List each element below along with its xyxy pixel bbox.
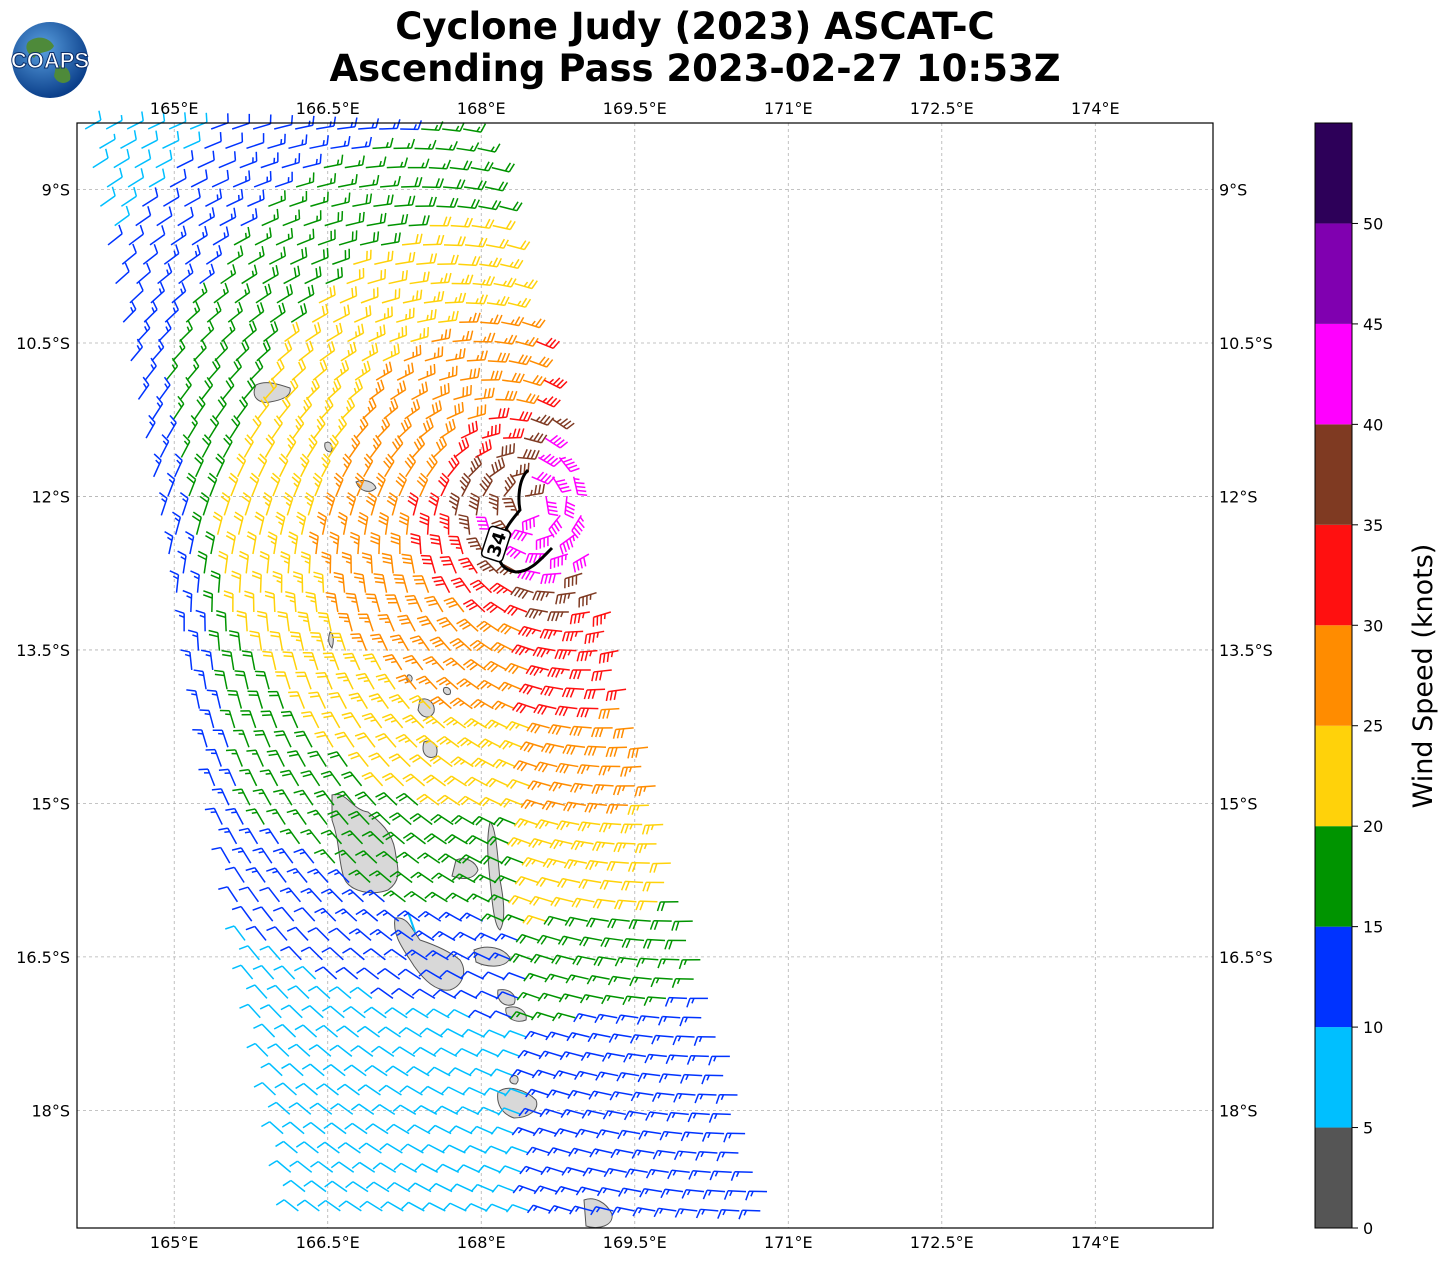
lon-tick-label-top: 166.5°E (296, 99, 360, 118)
lat-tick-label-left: 18°S (31, 1101, 70, 1120)
lon-tick-label-top: 171°E (764, 99, 813, 118)
lat-tick-label-left: 13.5°S (16, 641, 70, 660)
lon-tick-label-bottom: 165°E (150, 1233, 199, 1252)
lat-tick-label-left: 15°S (31, 794, 70, 813)
lat-tick-label-right: 16.5°S (1219, 948, 1273, 967)
lon-tick-label-bottom: 174°E (1071, 1233, 1120, 1252)
lat-tick-label-left: 16.5°S (16, 948, 70, 967)
lon-tick-label-bottom: 166.5°E (296, 1233, 360, 1252)
island-mota (443, 687, 450, 694)
lon-tick-label-bottom: 172.5°E (910, 1233, 974, 1252)
lat-tick-label-right: 12°S (1219, 487, 1258, 506)
lat-tick-label-right: 9°S (1219, 181, 1247, 200)
lon-tick-label-bottom: 168°E (457, 1233, 506, 1252)
lon-tick-label-top: 169.5°E (603, 99, 667, 118)
lon-tick-label-bottom: 171°E (764, 1233, 813, 1252)
lat-tick-label-right: 10.5°S (1219, 334, 1273, 353)
lat-tick-label-right: 13.5°S (1219, 641, 1273, 660)
lon-tick-label-top: 165°E (150, 99, 199, 118)
lat-tick-label-right: 18°S (1219, 1101, 1258, 1120)
lon-tick-label-top: 172.5°E (910, 99, 974, 118)
lat-tick-label-left: 10.5°S (16, 334, 70, 353)
lat-tick-label-right: 15°S (1219, 794, 1258, 813)
lat-tick-label-left: 9°S (42, 181, 70, 200)
lon-tick-label-top: 174°E (1071, 99, 1120, 118)
lon-tick-label-top: 168°E (457, 99, 506, 118)
lon-tick-label-bottom: 169.5°E (603, 1233, 667, 1252)
lat-tick-label-left: 12°S (31, 487, 70, 506)
